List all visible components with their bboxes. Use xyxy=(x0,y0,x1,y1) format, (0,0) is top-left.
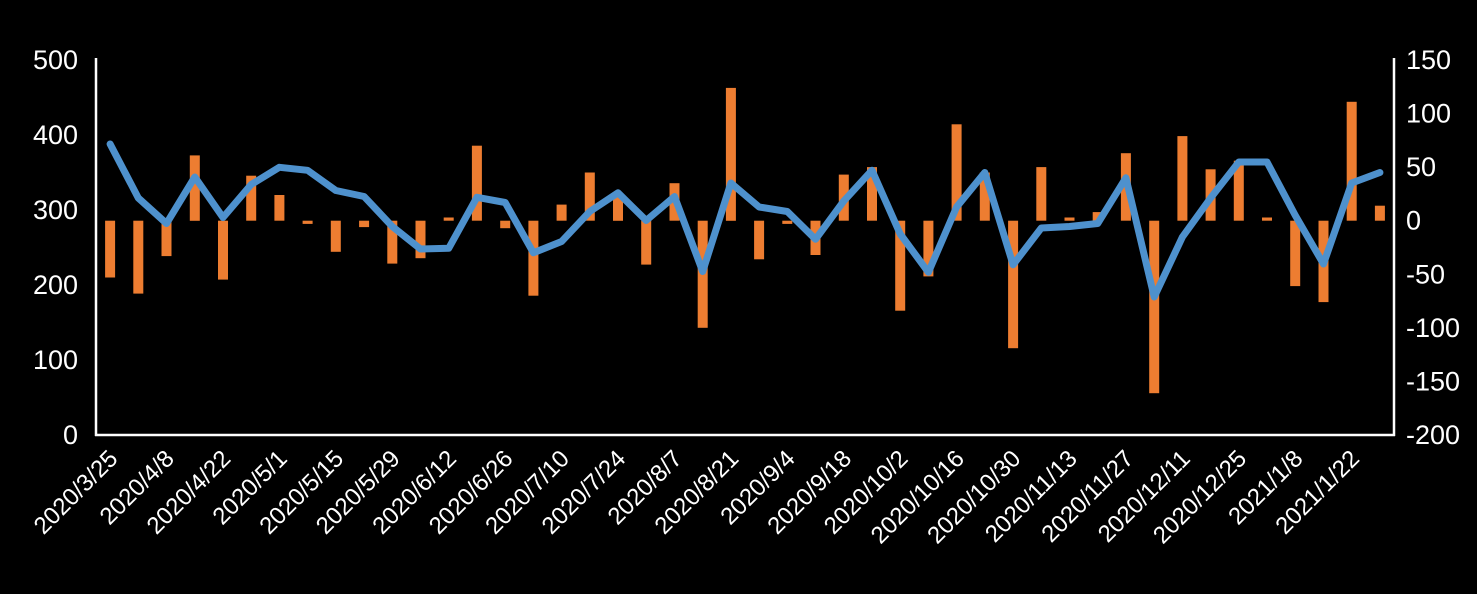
left-axis-tick-label: 0 xyxy=(63,420,78,450)
bar-series-bar xyxy=(1346,101,1357,221)
bar-series-bar xyxy=(782,220,793,224)
bar-series-bar xyxy=(951,124,962,221)
bar-series-bar xyxy=(1149,220,1160,394)
bar-series-bar xyxy=(867,167,877,221)
bar-series-bar xyxy=(725,87,736,221)
right-axis-tick-label: 50 xyxy=(1406,152,1436,182)
left-axis-tick-label: 200 xyxy=(33,270,78,300)
bar-series-bar xyxy=(387,220,398,264)
bar-series-bar xyxy=(895,220,906,311)
right-axis-tick-label: -50 xyxy=(1406,259,1445,289)
bar-series-bar xyxy=(528,220,539,296)
bar-series-bar xyxy=(105,220,116,278)
right-axis-tick-label: -100 xyxy=(1406,313,1460,343)
bar-series-bar xyxy=(161,220,172,257)
right-axis-tick-label: 0 xyxy=(1406,206,1421,236)
bar-series-bar xyxy=(1092,212,1103,221)
bar-series-bar xyxy=(218,220,228,280)
bar-series-bar xyxy=(1233,160,1244,221)
bar-series-bar xyxy=(189,155,200,221)
bar-series-bar xyxy=(1008,220,1019,349)
bar-series-bar xyxy=(443,217,454,221)
bar-series-bar xyxy=(641,220,652,265)
bar-series-bar xyxy=(415,220,426,259)
right-axis-tick-label: -150 xyxy=(1406,366,1460,396)
bar-series-bar xyxy=(1262,217,1272,221)
bar-series-bar xyxy=(471,145,482,221)
bar-series-bar xyxy=(979,172,990,221)
left-axis-tick-label: 100 xyxy=(33,345,78,375)
bar-series-bar xyxy=(923,220,934,277)
bar-series-bar xyxy=(133,220,144,294)
left-axis-tick-label: 300 xyxy=(33,195,78,225)
bar-series-bar xyxy=(246,175,257,221)
bar-series-bar xyxy=(302,220,313,224)
bar-series-bar xyxy=(1177,136,1188,221)
left-axis-tick-label: 500 xyxy=(33,45,78,75)
bar-series-bar xyxy=(1064,217,1075,221)
right-axis-tick-label: 100 xyxy=(1406,99,1451,129)
line-series-path xyxy=(106,140,1384,301)
bar-series-bar xyxy=(359,220,370,228)
bar-series-bar xyxy=(1290,220,1301,287)
right-axis-tick-label: -200 xyxy=(1406,420,1460,450)
bar-series-bar xyxy=(613,192,623,221)
bar-series-bar xyxy=(330,220,341,252)
bar-series-bar xyxy=(274,195,285,221)
bar-series-bar xyxy=(584,172,595,221)
bar-series-bar xyxy=(556,204,567,221)
left-axis-tick-label: 400 xyxy=(33,120,78,150)
bar-series-bar xyxy=(754,220,765,260)
bar-series-bar xyxy=(500,220,511,229)
bar-series-bar xyxy=(1374,205,1385,221)
right-axis-tick-label: 150 xyxy=(1406,45,1451,75)
bar-series-bar xyxy=(1036,167,1047,221)
